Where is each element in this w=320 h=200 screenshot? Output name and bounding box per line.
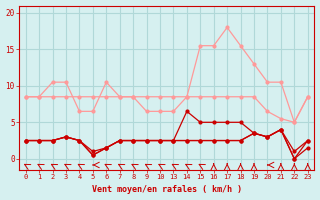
X-axis label: Vent moyen/en rafales ( km/h ): Vent moyen/en rafales ( km/h ) <box>92 185 242 194</box>
